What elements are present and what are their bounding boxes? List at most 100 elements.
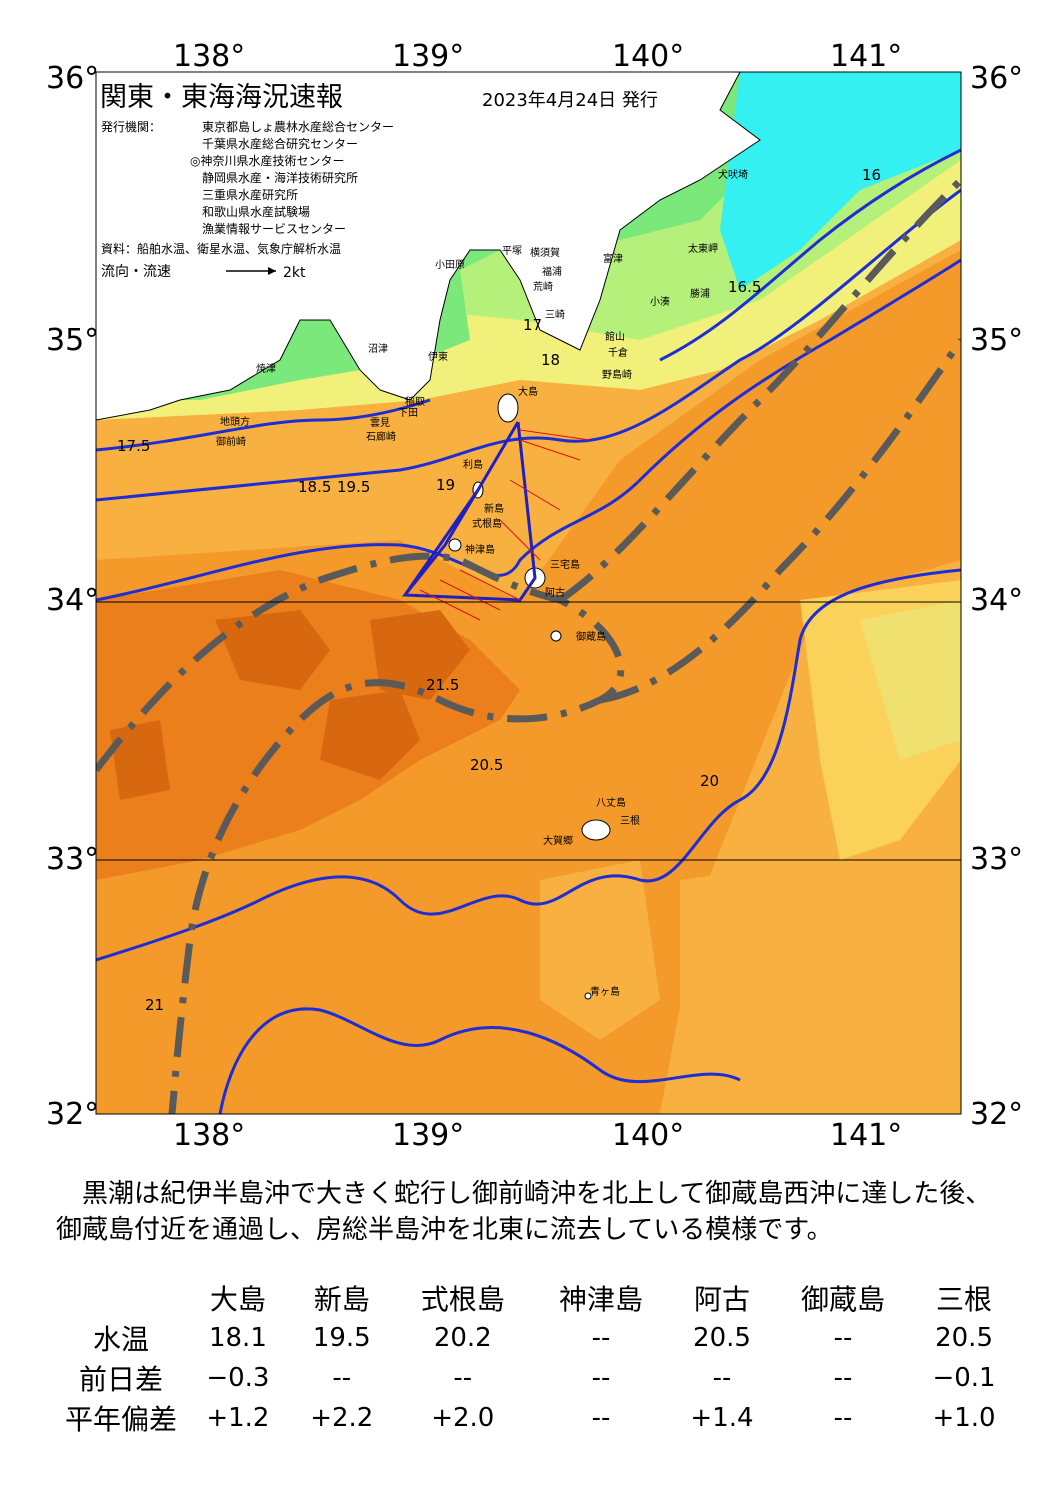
isotherm-19-5 (96, 188, 961, 502)
station-header: 三根 (936, 1283, 993, 1316)
table-cell: -- (712, 1363, 732, 1393)
place-label: 雲見 (370, 417, 390, 429)
place-label: 富津 (603, 252, 623, 265)
table-cell: 20.5 (693, 1323, 751, 1353)
table-cell: -- (833, 1363, 853, 1393)
table-corner (56, 1278, 186, 1318)
place-label: 式根島 (472, 517, 502, 530)
table-cell: +2.0 (431, 1403, 495, 1433)
station-header: 阿古 (693, 1283, 750, 1316)
lat-label-right-36: 36° (970, 61, 1024, 96)
lat-label-right-35: 35° (970, 323, 1024, 358)
place-label: 勝浦 (690, 287, 710, 300)
survey-tracks (401, 421, 537, 602)
place-label: 大賀郷 (543, 834, 573, 847)
table-header-row: 大島 新島 式根島 神津島 阿古 御蔵島 三根 (56, 1278, 1016, 1318)
table-cell: 19.5 (312, 1323, 371, 1353)
table-cell: -- (833, 1323, 853, 1353)
place-label: 御蔵島 (576, 630, 606, 643)
place-label: 八丈島 (596, 796, 626, 809)
sea-temperature-map: 関東・東海海況速報 2023年4月24日 発行 発行機関： 東京都島しょ農林水産… (95, 71, 962, 1115)
lat-label-right-34: 34° (970, 583, 1024, 618)
temp-zone-21-5 (320, 690, 420, 780)
place-labels: 犬吠埼 太東岬 小田原 平塚 横須賀 富津 勝浦 小湊 館山 千倉 野島崎 大島… (216, 168, 748, 998)
table-cell: -- (453, 1363, 473, 1393)
isotherm-20 (96, 258, 961, 602)
place-label: 神津島 (465, 543, 495, 556)
place-label: 犬吠埼 (718, 168, 748, 181)
kuroshio-summary: 黒潮は紀伊半島沖で大きく蛇行し御前崎沖を北上して御蔵島西沖に達した後、御蔵島付近… (56, 1179, 992, 1245)
place-label: 利島 (463, 458, 483, 471)
isotherm-label: 19 (436, 476, 455, 494)
place-label: 青ヶ島 (590, 985, 620, 998)
station-header: 御蔵島 (800, 1283, 885, 1316)
place-label: 阿古 (545, 586, 565, 599)
temp-zone-16 (720, 72, 961, 290)
table-cell: -- (591, 1363, 611, 1393)
temp-zone-20-south (540, 860, 660, 1040)
place-label: 石廊崎 (366, 430, 396, 443)
issuer-label: 発行機関： (101, 119, 161, 134)
lat-label-left-33: 33° (46, 842, 100, 877)
temp-zone-21-5 (110, 720, 170, 800)
temp-zone-20-5 (96, 250, 961, 1114)
kuroshio-axis-north (558, 177, 961, 603)
place-label: 小湊 (650, 295, 670, 308)
isotherm-20-b (218, 1007, 741, 1114)
place-label: 三崎 (545, 308, 565, 321)
place-label: 大島 (518, 385, 538, 398)
isotherm-label: 19.5 (337, 478, 370, 496)
place-label: 稲取 (405, 396, 425, 408)
place-label: 御前崎 (216, 435, 246, 448)
station-header: 式根島 (420, 1283, 505, 1316)
issuer-2: ◎神奈川県水産技術センター (190, 153, 344, 168)
isotherm-label: 17.5 (117, 437, 150, 455)
row-label: 平年偏差 (64, 1403, 177, 1436)
lon-label-top-141: 141° (830, 39, 903, 74)
island-kozushima (448, 538, 462, 552)
place-label: 三根 (620, 814, 640, 827)
place-label: 下田 (398, 408, 418, 419)
land-honshu (96, 72, 761, 421)
issuer-3: 静岡県水産・海洋技術研究所 (202, 170, 358, 185)
lon-label-bottom-139: 139° (392, 1118, 465, 1153)
lon-label-bottom-140: 140° (612, 1118, 685, 1153)
place-label: 館山 (605, 330, 625, 343)
lat-label-left-35: 35° (46, 323, 100, 358)
place-label: 太東岬 (688, 242, 718, 255)
place-label: 焼津 (256, 363, 276, 375)
issuer-0: 東京都島しょ農林水産総合センター (202, 119, 394, 134)
issuer-6: 漁業情報サービスセンター (202, 222, 346, 236)
temp-zone-20-south (680, 860, 961, 1114)
table-row: 平年偏差 +1.2 +2.2 +2.0 -- +1.4 -- +1.0 (56, 1398, 1016, 1438)
issue-date: 2023年4月24日 発行 (482, 90, 658, 111)
flow-legend-arrowhead (268, 267, 276, 275)
isotherm-label: 17 (523, 316, 542, 334)
table-cell: +2.2 (310, 1403, 374, 1433)
isotherm-label: 21 (145, 996, 164, 1014)
flow-vectors (419, 429, 591, 621)
table-cell: +1.0 (932, 1403, 996, 1433)
place-label: 新島 (484, 502, 504, 515)
island-hachijojima (581, 819, 611, 841)
kuroshio-axis-east (599, 338, 961, 704)
row-label: 水温 (92, 1323, 149, 1356)
row-label: 前日差 (78, 1363, 163, 1396)
graticule (96, 601, 961, 861)
lat-label-left-32: 32° (46, 1097, 100, 1132)
place-label: 沼津 (368, 342, 388, 355)
station-header: 大島 (209, 1283, 266, 1316)
table-cell: 20.5 (935, 1323, 993, 1353)
table-row: 水温 18.1 19.5 20.2 -- 20.5 -- 20.5 (56, 1318, 1016, 1358)
island-mikurajima (550, 630, 562, 642)
table-cell: -- (833, 1403, 853, 1433)
place-label: 地頭方 (220, 415, 250, 428)
station-temperature-table: 大島 新島 式根島 神津島 阿古 御蔵島 三根 水温 18.1 19.5 20.… (56, 1278, 1016, 1438)
isotherm-label: 18 (541, 351, 560, 369)
isotherms (96, 148, 961, 1114)
place-label: 荒崎 (533, 280, 553, 293)
lon-label-top-139: 139° (392, 39, 465, 74)
lon-label-bottom-141: 141° (830, 1118, 903, 1153)
table-cell: -- (591, 1323, 611, 1353)
temp-zone-21-5 (370, 610, 470, 700)
